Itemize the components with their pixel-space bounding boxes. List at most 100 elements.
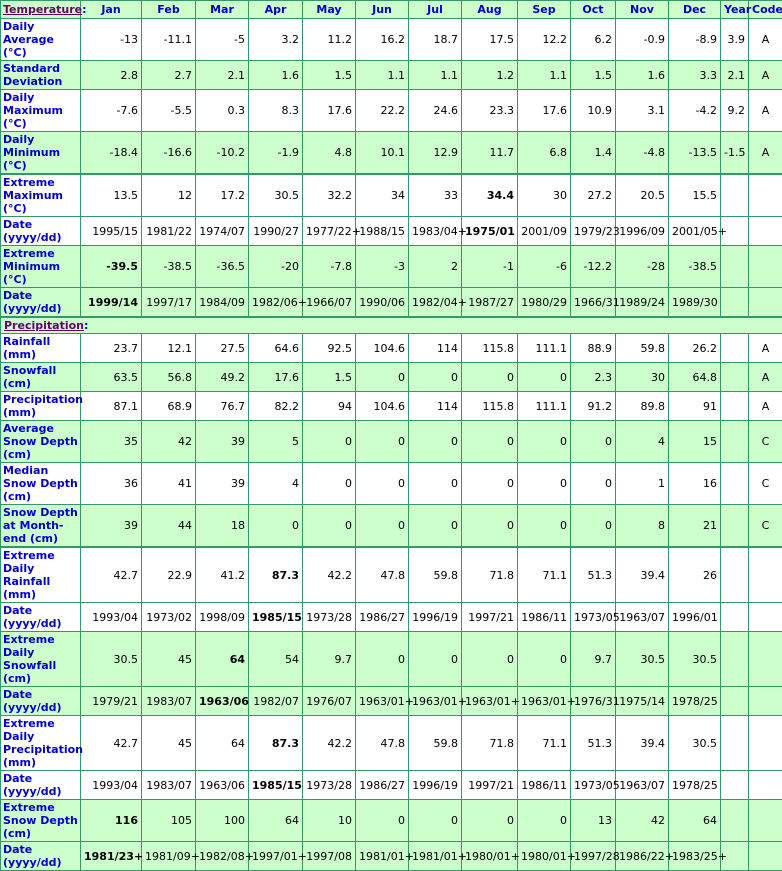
data-cell: 1995/15: [81, 217, 142, 246]
cell-value: 1: [658, 477, 665, 490]
data-cell: -8.9: [669, 19, 721, 61]
data-cell: 44: [142, 505, 196, 548]
cell-value: 0: [451, 477, 458, 490]
data-cell: 1983/07: [142, 771, 196, 800]
cell-value: 2.3: [595, 371, 613, 384]
row-label: Extreme Daily Rainfall (mm): [1, 547, 81, 603]
data-cell: 0: [518, 363, 571, 392]
data-cell: 1.5: [571, 61, 616, 90]
cell-value: 1984/09: [199, 296, 245, 309]
row-label: Date (yyyy/dd): [1, 842, 81, 871]
cell-value: -7.6: [117, 104, 138, 117]
cell-value: 64: [285, 814, 299, 827]
cell-value: 71.1: [543, 569, 568, 582]
row-label: Extreme Minimum (°C): [1, 246, 81, 288]
cell-value: 1979/21: [92, 695, 138, 708]
cell-value: 1980/29: [521, 296, 567, 309]
cell-value: 41.2: [221, 569, 246, 582]
cell-value: 1982/06+: [252, 296, 307, 309]
table-row: Extreme Minimum (°C)-39.5-38.5-36.5-20-7…: [1, 246, 782, 288]
cell-value: 1.5: [595, 69, 613, 82]
data-cell: 8: [616, 505, 669, 548]
data-cell: 1: [616, 463, 669, 505]
cell-value: 2: [451, 260, 458, 273]
data-cell: 104.6: [356, 334, 409, 363]
data-cell: 1.5: [303, 61, 356, 90]
data-cell: 4.8: [303, 132, 356, 175]
cell-value: 3.3: [700, 69, 718, 82]
cell-value: 1983/07: [146, 695, 192, 708]
data-cell: 0: [356, 463, 409, 505]
cell-value: 116: [115, 814, 138, 827]
data-cell: 0: [571, 463, 616, 505]
cell-value: 0: [605, 519, 612, 532]
data-cell: 1963/01+: [356, 687, 409, 716]
cell-value: 1999/14: [88, 296, 138, 309]
row-label: Extreme Daily Snowfall (cm): [1, 632, 81, 687]
row-label: Standard Deviation: [1, 61, 81, 90]
data-cell: -10.2: [196, 132, 249, 175]
data-cell: 87.3: [249, 547, 303, 603]
temperature-link[interactable]: Temperature: [3, 3, 82, 16]
data-cell: 105: [142, 800, 196, 842]
precipitation-link[interactable]: Precipitation: [4, 319, 84, 332]
cell-value: 91: [703, 400, 717, 413]
cell-value: 1963/07: [619, 779, 665, 792]
data-cell: 6.8: [518, 132, 571, 175]
cell-value: 1980/01+: [521, 850, 576, 863]
cell-value: -5: [234, 33, 245, 46]
row-label: Date (yyyy/dd): [1, 687, 81, 716]
month-header: Nov: [616, 1, 669, 19]
cell-value: 2.1: [228, 69, 246, 82]
cell-value: 0: [451, 814, 458, 827]
code-cell: C: [749, 505, 782, 548]
data-cell: 51.3: [571, 547, 616, 603]
data-cell: 10: [303, 800, 356, 842]
data-cell: 22.2: [356, 90, 409, 132]
data-cell: 100: [196, 800, 249, 842]
cell-value: -4.8: [644, 146, 665, 159]
cell-value: 39: [231, 477, 245, 490]
cell-value: 71.1: [543, 737, 568, 750]
cell-value: 42: [651, 814, 665, 827]
data-cell: 1966/07: [303, 288, 356, 318]
data-cell: 1973/02: [142, 603, 196, 632]
cell-value: 104.6: [374, 342, 406, 355]
cell-value: 5: [292, 435, 299, 448]
cell-value: 27.5: [221, 342, 246, 355]
data-cell: 10.1: [356, 132, 409, 175]
year-cell: [721, 246, 749, 288]
cell-value: 9.7: [595, 653, 613, 666]
year-cell: -1.5: [721, 132, 749, 175]
data-cell: 1997/08: [303, 842, 356, 871]
cell-value: 1963/06: [199, 695, 249, 708]
cell-value: 0: [560, 519, 567, 532]
cell-value: 30.5: [114, 653, 139, 666]
cell-value: 30.5: [275, 189, 300, 202]
data-cell: 45: [142, 632, 196, 687]
month-header: Jul: [409, 1, 462, 19]
cell-value: 22.2: [381, 104, 406, 117]
data-cell: 1981/09+: [142, 842, 196, 871]
data-cell: 1973/05: [571, 603, 616, 632]
code-cell: [749, 800, 782, 842]
data-cell: 2.3: [571, 363, 616, 392]
row-label: Date (yyyy/dd): [1, 288, 81, 318]
data-cell: 1989/24: [616, 288, 669, 318]
data-cell: 23.3: [462, 90, 518, 132]
code-cell: [749, 603, 782, 632]
data-cell: 41: [142, 463, 196, 505]
data-cell: -18.4: [81, 132, 142, 175]
cell-value: 10.1: [381, 146, 406, 159]
data-cell: 1981/01+: [409, 842, 462, 871]
cell-value: 89.8: [641, 400, 666, 413]
cell-value: 115.8: [483, 400, 515, 413]
cell-value: 18: [231, 519, 245, 532]
data-cell: 82.2: [249, 392, 303, 421]
data-cell: 26.2: [669, 334, 721, 363]
data-cell: 1979/23: [571, 217, 616, 246]
